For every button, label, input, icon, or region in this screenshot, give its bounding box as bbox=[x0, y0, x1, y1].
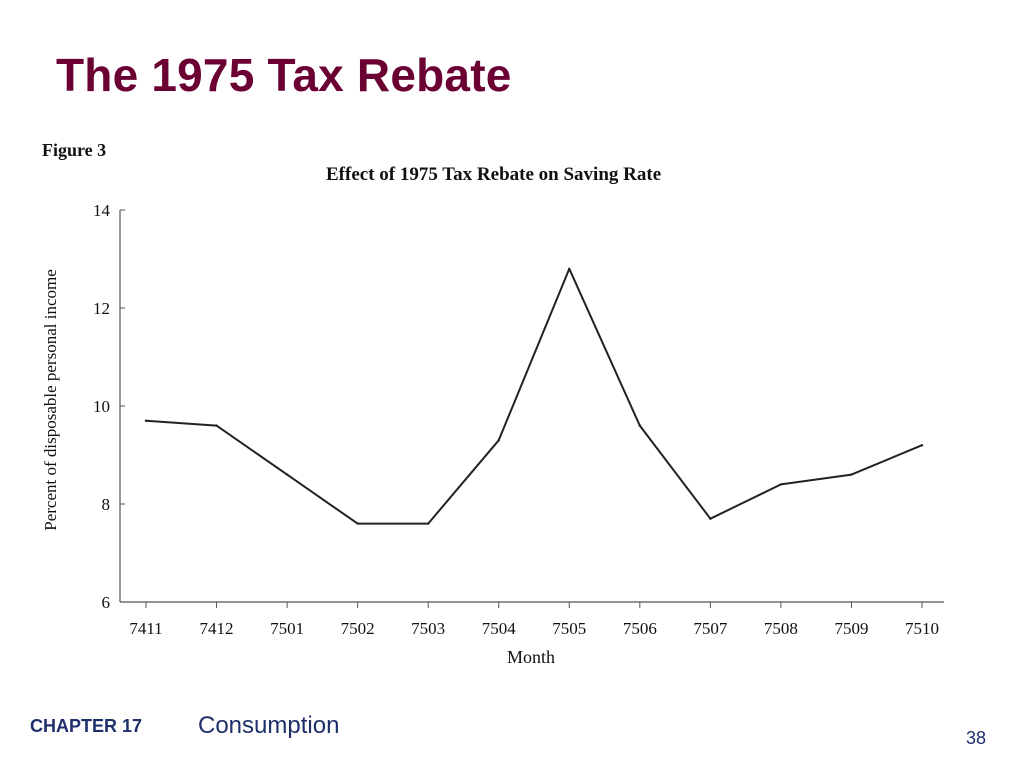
x-tick-label: 7502 bbox=[341, 619, 375, 638]
data-point bbox=[215, 424, 218, 427]
data-point bbox=[850, 473, 853, 476]
y-axis-ticks: 6 8 10 12 14 bbox=[93, 201, 125, 612]
footer-topic: Consumption bbox=[198, 712, 340, 739]
y-tick-label: 14 bbox=[93, 201, 111, 220]
figure-label: Figure 3 bbox=[42, 140, 107, 160]
footer-chapter: CHAPTER 17 bbox=[30, 716, 143, 736]
data-point bbox=[144, 419, 148, 422]
x-tick-label: 7412 bbox=[200, 619, 234, 638]
x-tick-label: 7507 bbox=[693, 619, 728, 638]
x-tick-label: 7411 bbox=[129, 619, 162, 638]
x-tick-label: 7509 bbox=[834, 619, 868, 638]
data-point bbox=[497, 439, 500, 442]
data-point bbox=[709, 517, 712, 520]
data-point bbox=[779, 483, 783, 486]
x-axis-label: Month bbox=[507, 647, 555, 667]
page-number: 38 bbox=[965, 728, 986, 748]
y-tick-label: 6 bbox=[102, 593, 111, 612]
y-tick-label: 12 bbox=[93, 299, 110, 318]
data-point bbox=[568, 267, 571, 270]
data-point bbox=[285, 473, 289, 476]
chart-title: Effect of 1975 Tax Rebate on Saving Rate bbox=[326, 164, 662, 185]
chart-series bbox=[144, 267, 924, 525]
data-point bbox=[638, 424, 642, 427]
x-tick-label: 7505 bbox=[552, 619, 586, 638]
chart-axes bbox=[119, 210, 944, 603]
x-tick-label: 7508 bbox=[764, 619, 798, 638]
x-axis-ticks: 7411 7412 7501 7502 7503 7504 7505 7506 7507 7508… bbox=[129, 602, 939, 638]
data-point bbox=[426, 522, 430, 525]
x-tick-label: 7510 bbox=[905, 619, 939, 638]
y-axis-label: Percent of disposable personal income bbox=[41, 269, 60, 531]
x-tick-label: 7504 bbox=[482, 619, 517, 638]
x-tick-label: 7506 bbox=[623, 619, 657, 638]
y-tick-label: 8 bbox=[102, 495, 111, 514]
saving-rate-line bbox=[145, 267, 923, 525]
x-tick-label: 7503 bbox=[411, 619, 445, 638]
y-tick-label: 10 bbox=[93, 397, 110, 416]
data-point bbox=[920, 444, 924, 447]
x-tick-label: 7501 bbox=[270, 619, 304, 638]
slide-title: The 1975 Tax Rebate bbox=[56, 49, 512, 101]
data-point bbox=[356, 522, 359, 525]
